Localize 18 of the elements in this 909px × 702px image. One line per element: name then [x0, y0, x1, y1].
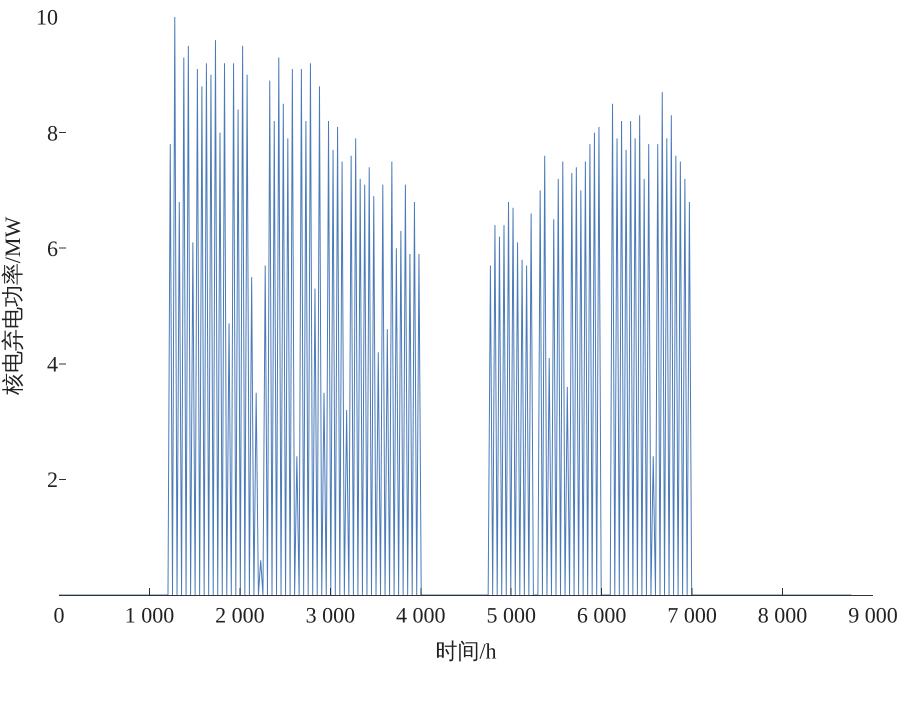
- x-tick-label: 0: [54, 602, 64, 628]
- x-axis-title: 时间/h: [435, 638, 497, 664]
- y-tick-label: 2: [47, 467, 58, 492]
- x-tick-label: 3 000: [306, 602, 356, 628]
- x-tick-label: 4 000: [396, 602, 446, 628]
- y-tick-label: 10: [36, 4, 58, 30]
- x-tick-label: 7 000: [667, 602, 717, 628]
- x-tick-label: 2 000: [215, 602, 265, 628]
- y-tick-label: 6: [47, 236, 58, 261]
- x-tick-label: 6 000: [576, 602, 626, 628]
- y-axis-title: 核电弃电功率/MW: [0, 216, 25, 396]
- x-tick-label: 9 000: [848, 602, 898, 628]
- y-tick-label: 4: [47, 352, 58, 376]
- x-tick-label: 8 000: [758, 602, 808, 628]
- x-tick-label: 1 000: [124, 602, 174, 628]
- line-series: [59, 17, 852, 595]
- x-tick-label: 5 000: [486, 602, 536, 628]
- y-tick-label: 8: [47, 120, 58, 146]
